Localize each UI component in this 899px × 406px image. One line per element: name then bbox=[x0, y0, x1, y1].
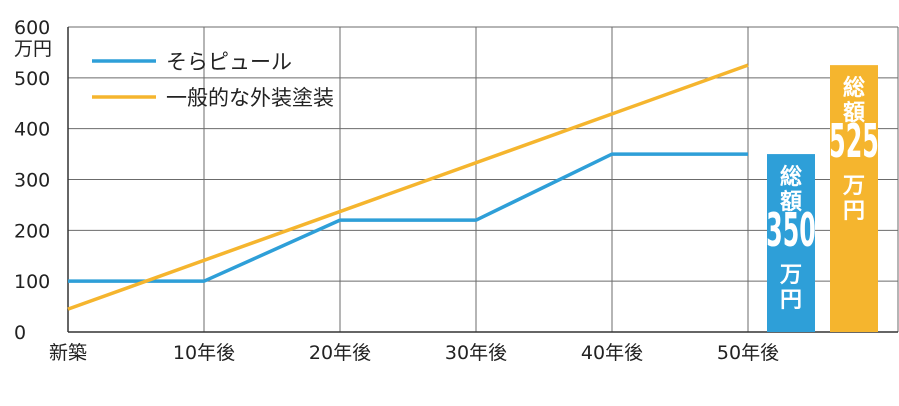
total-amount-0: 350 bbox=[766, 203, 816, 257]
grid bbox=[67, 26, 899, 333]
total-label-char-0-1: 額 bbox=[780, 189, 802, 215]
y-tick-label-300: 300 bbox=[14, 170, 50, 192]
total-amount-1: 525 bbox=[829, 114, 879, 168]
x-tick-label-0: 新築 bbox=[49, 342, 87, 364]
y-tick-label-400: 400 bbox=[14, 119, 50, 141]
y-tick-label-200: 200 bbox=[14, 220, 50, 242]
total-label-char-0-0: 総 bbox=[780, 164, 802, 190]
total-label-char-1-0: 総 bbox=[843, 75, 865, 101]
y-tick-label-0: 0 bbox=[14, 322, 26, 344]
y-tick-label-100: 100 bbox=[14, 271, 50, 293]
series-line-0 bbox=[68, 152, 748, 283]
x-tick-label-2: 20年後 bbox=[309, 342, 371, 364]
legend-label-1: 一般的な外装塗装 bbox=[166, 86, 334, 110]
legend-label-0: そらピュール bbox=[166, 50, 292, 74]
y-tick-label-500: 500 bbox=[14, 68, 50, 90]
y-tick-label-600: 600 bbox=[14, 17, 50, 39]
total-bar-1 bbox=[830, 65, 878, 332]
total-unit-char-0-0: 万 bbox=[779, 263, 802, 288]
series-line-1 bbox=[67, 63, 749, 311]
x-tick-label-4: 40年後 bbox=[581, 342, 643, 364]
total-unit-char-1-0: 万 bbox=[842, 174, 865, 199]
total-unit-char-0-1: 円 bbox=[780, 288, 802, 313]
x-tick-label-3: 30年後 bbox=[445, 342, 507, 364]
x-tick-label-5: 50年後 bbox=[717, 342, 779, 364]
x-tick-label-1: 10年後 bbox=[173, 342, 235, 364]
y-unit-label: 万円 bbox=[14, 38, 52, 60]
total-label-char-1-1: 額 bbox=[843, 100, 865, 126]
total-unit-char-1-1: 円 bbox=[843, 199, 865, 224]
series-layer bbox=[67, 63, 749, 311]
total-bar-0 bbox=[767, 154, 815, 332]
